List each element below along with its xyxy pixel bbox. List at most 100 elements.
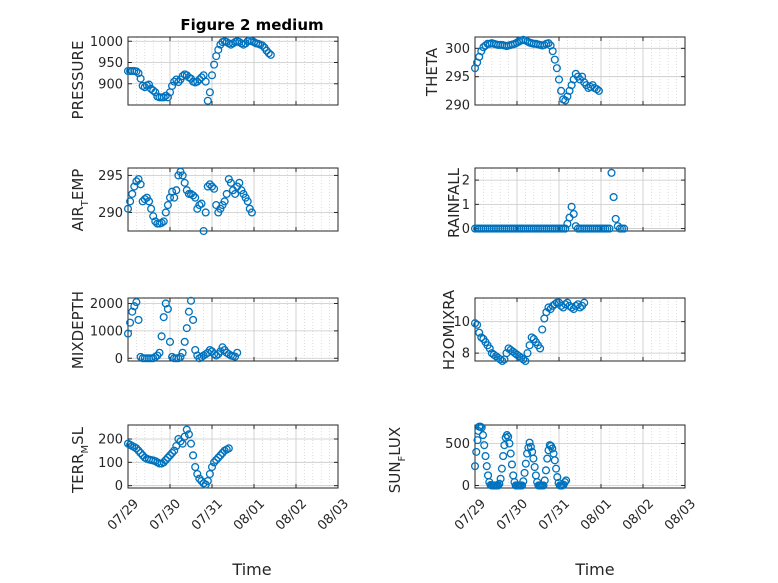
data-point <box>502 431 511 440</box>
data-point <box>517 481 527 490</box>
plot-h2omixra: 8 10 <box>453 297 686 366</box>
ylabel-theta: THETA <box>423 47 441 97</box>
data-point <box>544 39 553 48</box>
data-point <box>180 432 189 441</box>
ylabel-terr-msl: TERRMSL <box>69 426 91 494</box>
data-point <box>176 352 185 361</box>
data-point <box>541 466 551 475</box>
data-point <box>475 328 484 337</box>
data-point <box>548 444 557 453</box>
data-point <box>157 218 166 227</box>
data-point <box>195 474 204 483</box>
y-tick-label: 200 <box>98 433 123 448</box>
plot-area <box>128 298 338 361</box>
data-point <box>481 452 490 461</box>
data-point <box>197 73 206 82</box>
plot-air-temp: 290 295 <box>98 167 339 236</box>
data-point <box>134 315 143 324</box>
y-tick-label: 300 <box>445 42 470 57</box>
y-tick-label: 1000 <box>90 324 123 339</box>
data-point <box>520 468 529 477</box>
data-point <box>186 296 196 305</box>
x-tick-label: 08/01 <box>578 496 615 533</box>
data-point <box>193 77 202 86</box>
data-point <box>149 212 158 221</box>
data-point <box>553 473 562 482</box>
data-point <box>170 446 179 455</box>
x-tick-label: 08/02 <box>620 496 657 533</box>
data-point <box>529 454 538 463</box>
data-point <box>134 175 143 184</box>
plot-theta: 290 295 300 <box>445 35 686 114</box>
data-point <box>191 193 200 202</box>
data-point <box>203 96 212 105</box>
data-point <box>199 226 208 236</box>
data-point <box>205 180 214 189</box>
data-point <box>140 195 149 204</box>
data-point <box>506 449 515 458</box>
plot-area <box>475 37 685 105</box>
data-point <box>210 458 219 467</box>
data-point <box>168 81 177 90</box>
data-point <box>134 446 143 455</box>
y-tick-label: 290 <box>98 206 123 221</box>
xlabel-left: Time <box>231 560 271 579</box>
data-point <box>264 49 273 58</box>
data-point <box>193 469 202 479</box>
data-point <box>176 437 185 446</box>
data-point <box>521 356 530 366</box>
data-point <box>550 55 559 64</box>
x-tick-label: 07/31 <box>536 496 573 533</box>
data-point <box>123 204 133 213</box>
data-point <box>212 455 221 465</box>
data-point <box>507 460 517 469</box>
data-point <box>477 423 486 432</box>
axes-box <box>474 297 686 362</box>
data-point <box>189 451 198 460</box>
data-point <box>523 449 532 458</box>
data-point <box>132 298 141 307</box>
ylabel-sun-flux: SUNFLUX <box>386 427 408 493</box>
y-tick-label: 100 <box>98 456 123 471</box>
panel-pressure: PRESSURE 900 950 1000 <box>69 35 339 119</box>
data-point <box>159 313 168 322</box>
data-point <box>539 481 548 490</box>
data-point <box>205 469 214 479</box>
plot-area <box>475 168 685 231</box>
panel-terr-msl: TERRMSL 0 100 200 07/29 07/30 07/31 08/01 08/02… <box>69 424 352 534</box>
data-point <box>197 199 206 208</box>
plot-pressure: 900 950 1000 <box>90 35 339 106</box>
data-point <box>536 344 545 353</box>
data-point <box>569 209 578 219</box>
data-point <box>561 300 570 309</box>
data-point <box>170 193 179 202</box>
data-point <box>544 303 553 312</box>
data-point <box>580 298 589 307</box>
data-point <box>184 307 193 316</box>
data-point <box>159 93 168 102</box>
data-point <box>165 337 175 346</box>
data-point <box>557 301 566 310</box>
data-point <box>567 303 576 312</box>
data-point <box>207 71 217 80</box>
axes-box <box>127 167 339 232</box>
data-point <box>525 438 534 447</box>
data-point <box>607 168 616 177</box>
data-point <box>523 349 532 358</box>
data-point <box>191 462 200 472</box>
data-point <box>498 356 507 366</box>
data-point <box>184 430 193 439</box>
data-point <box>477 333 486 342</box>
data-point <box>543 454 552 463</box>
x-tick-label: 07/31 <box>189 496 226 533</box>
axes-box <box>127 297 339 362</box>
data-point <box>126 318 135 327</box>
data-point <box>554 75 564 84</box>
data-point <box>163 93 172 102</box>
data-point <box>482 462 491 471</box>
data-point <box>561 96 570 105</box>
data-point <box>473 320 482 329</box>
data-point <box>540 476 549 485</box>
x-tick-label: 08/02 <box>273 496 310 533</box>
